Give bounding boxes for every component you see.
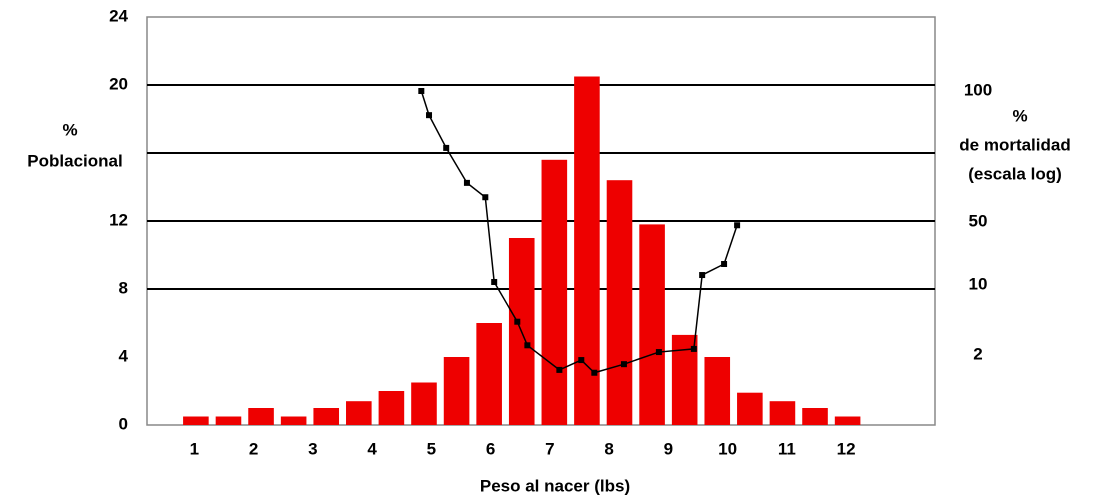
x-tick-label: 11	[778, 439, 796, 458]
bar	[737, 392, 763, 425]
bar	[606, 180, 633, 425]
bar	[834, 416, 861, 425]
bar	[443, 357, 470, 425]
line-marker	[721, 260, 728, 267]
bar	[802, 408, 828, 425]
bar	[378, 391, 405, 425]
bar	[183, 416, 209, 425]
x-tick-label: 5	[427, 439, 436, 458]
bar	[574, 76, 600, 425]
x-tick-label: 2	[249, 439, 258, 458]
line-marker	[591, 369, 598, 376]
line-marker	[443, 144, 450, 151]
bar	[313, 408, 340, 425]
y2-axis-label: %	[1012, 106, 1027, 125]
x-tick-label: 12	[837, 439, 856, 458]
bar	[280, 416, 307, 425]
x-tick-label: 6	[486, 439, 495, 458]
x-tick-label: 7	[545, 439, 554, 458]
y-tick-label: 24	[109, 6, 128, 25]
y-axis-label: Poblacional	[27, 151, 122, 170]
line-marker	[690, 345, 697, 352]
bar	[346, 401, 372, 425]
line-marker	[524, 342, 531, 349]
line-marker	[655, 349, 662, 356]
line-marker	[482, 194, 489, 201]
y-tick-label: 8	[119, 278, 128, 297]
line-marker	[620, 361, 627, 368]
bar	[411, 382, 437, 425]
bar	[215, 416, 242, 425]
bar	[248, 408, 274, 425]
x-tick-label: 3	[308, 439, 317, 458]
y2-tick-label: 10	[969, 274, 988, 293]
line-marker	[578, 357, 585, 364]
x-tick-label: 8	[604, 439, 613, 458]
y-axis-label: %	[62, 120, 77, 139]
y-tick-label: 20	[109, 74, 128, 93]
y-tick-label: 12	[109, 210, 128, 229]
x-tick-label: 1	[190, 439, 199, 458]
line-marker	[463, 179, 470, 186]
line-marker	[514, 318, 521, 325]
x-tick-label: 10	[718, 439, 737, 458]
y2-tick-label: 50	[969, 211, 988, 230]
x-axis-label: Peso al nacer (lbs)	[480, 476, 630, 495]
y-tick-label: 4	[119, 346, 129, 365]
line-marker	[491, 278, 498, 285]
bar	[476, 323, 502, 425]
line-marker	[699, 272, 706, 279]
bar	[639, 224, 665, 425]
x-tick-label: 4	[367, 439, 377, 458]
bar	[704, 357, 731, 425]
bar	[541, 159, 568, 426]
y2-tick-label: 2	[973, 344, 982, 363]
bar	[769, 401, 796, 425]
y2-tick-label: 100	[964, 80, 992, 99]
y2-axis-label: de mortalidad	[959, 135, 1070, 154]
y2-axis-label: (escala log)	[968, 164, 1062, 183]
line-marker	[418, 88, 425, 94]
x-tick-label: 9	[664, 439, 673, 458]
y-tick-label: 0	[119, 414, 128, 433]
line-marker	[426, 112, 433, 119]
line-marker	[556, 366, 563, 373]
line-marker	[734, 222, 741, 229]
